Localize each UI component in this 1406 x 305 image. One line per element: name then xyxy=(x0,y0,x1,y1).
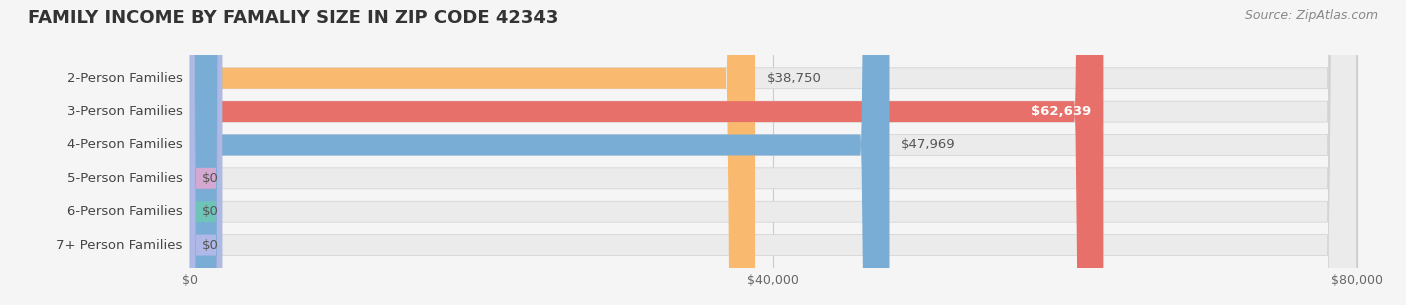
Text: $0: $0 xyxy=(201,172,218,185)
FancyBboxPatch shape xyxy=(190,0,1357,305)
FancyBboxPatch shape xyxy=(190,0,222,305)
Text: 2-Person Families: 2-Person Families xyxy=(67,72,183,85)
Text: 5-Person Families: 5-Person Families xyxy=(67,172,183,185)
FancyBboxPatch shape xyxy=(190,0,1357,305)
FancyBboxPatch shape xyxy=(190,0,1357,305)
FancyBboxPatch shape xyxy=(190,0,1357,305)
Text: 4-Person Families: 4-Person Families xyxy=(67,138,183,152)
Text: FAMILY INCOME BY FAMALIY SIZE IN ZIP CODE 42343: FAMILY INCOME BY FAMALIY SIZE IN ZIP COD… xyxy=(28,9,558,27)
FancyBboxPatch shape xyxy=(190,0,1104,305)
Text: 7+ Person Families: 7+ Person Families xyxy=(56,239,183,252)
Text: $62,639: $62,639 xyxy=(1032,105,1091,118)
FancyBboxPatch shape xyxy=(190,0,1357,305)
FancyBboxPatch shape xyxy=(190,0,755,305)
FancyBboxPatch shape xyxy=(190,0,1357,305)
Text: $0: $0 xyxy=(201,205,218,218)
Text: $0: $0 xyxy=(201,239,218,252)
Text: 3-Person Families: 3-Person Families xyxy=(67,105,183,118)
Text: Source: ZipAtlas.com: Source: ZipAtlas.com xyxy=(1244,9,1378,22)
FancyBboxPatch shape xyxy=(190,0,890,305)
Text: $47,969: $47,969 xyxy=(901,138,956,152)
Text: $38,750: $38,750 xyxy=(766,72,821,85)
FancyBboxPatch shape xyxy=(190,0,222,305)
FancyBboxPatch shape xyxy=(190,0,222,305)
Text: 6-Person Families: 6-Person Families xyxy=(67,205,183,218)
